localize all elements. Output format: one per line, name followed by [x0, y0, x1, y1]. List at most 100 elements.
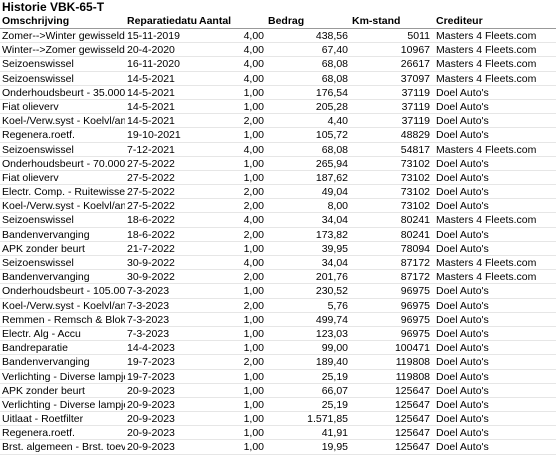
cell: Doel Auto's — [436, 313, 489, 326]
cell: 5011 — [407, 30, 430, 42]
cell: Onderhoudsbeurt - 105.000 Km — [2, 285, 125, 298]
cell: Doel Auto's — [436, 413, 489, 426]
cell: Doel Auto's — [436, 356, 489, 369]
cell: 1,00 — [243, 413, 264, 426]
cell: Winter-->Zomer gewisseld — [2, 44, 125, 57]
table-row: Uitlaat - Roetfilter 20-9-2023 1,00 1.571,8… — [0, 412, 556, 427]
cell: 48829 — [400, 129, 430, 142]
cell: Koel-/Verw.syst - Koelvl/antivrie — [2, 299, 125, 312]
table-row: Koel-/Verw.syst - Koelvl/antivrie14-5-20… — [0, 114, 556, 129]
cell: 2,00 — [243, 299, 264, 312]
cell: 1,00 — [243, 171, 264, 184]
cell: 14-5-2021 — [127, 72, 175, 85]
title: Historie VBK-65-T — [2, 0, 105, 14]
cell: 125647 — [394, 427, 430, 440]
cell: 119808 — [395, 370, 430, 383]
cell: Seizoenswissel — [2, 72, 74, 85]
cell: 14-5-2021 — [127, 86, 175, 99]
table-row: Koel-/Verw.syst - Koelvl/antivrie27-5-20… — [0, 199, 556, 214]
cell: Doel Auto's — [436, 285, 489, 298]
cell: 78094 — [400, 242, 430, 255]
cell: 20-9-2023 — [127, 398, 175, 411]
table-row: Koel-/Verw.syst - Koelvl/antivrie7-3-202… — [0, 299, 556, 313]
table-row: Seizoenswissel 18-6-2022 4,00 34,04 80241 Mas… — [0, 213, 556, 228]
cell: 4,00 — [243, 214, 264, 227]
cell: 125647 — [394, 398, 430, 411]
table-row: Electr. Comp. - Ruitewisserblad27-5-2022… — [0, 185, 556, 200]
cell: 205,28 — [315, 100, 348, 113]
cell: Regenera.roetf. — [2, 427, 75, 440]
cell: Masters 4 Fleets.com — [436, 257, 537, 269]
cell: Masters 4 Fleets.com — [436, 271, 537, 284]
cell: 10967 — [400, 44, 430, 57]
cell: Doel Auto's — [436, 427, 489, 440]
cell: 96975 — [400, 285, 430, 298]
cell: Koel-/Verw.syst - Koelvl/antivrie — [2, 115, 125, 128]
cell: 18-6-2022 — [127, 228, 175, 241]
header-cell: Km-stand — [352, 15, 401, 27]
header-cell: Reparatiedatum — [127, 15, 197, 27]
cell: APK zonder beurt — [2, 242, 85, 255]
cell: 34,04 — [321, 257, 348, 269]
cell: Masters 4 Fleets.com — [436, 44, 537, 57]
cell: 73102 — [400, 186, 430, 199]
cell: Seizoenswissel — [2, 257, 74, 269]
cell: 7-3-2023 — [127, 313, 170, 326]
cell: 8,00 — [327, 200, 348, 213]
cell: 7-3-2023 — [127, 327, 170, 340]
cell: Bandenvervanging — [2, 271, 90, 284]
header-cell: Aantal — [199, 15, 232, 27]
cell: Seizoenswissel — [2, 143, 74, 156]
cell: 4,00 — [243, 72, 264, 85]
cell: 96975 — [400, 313, 430, 326]
cell: 100471 — [394, 342, 430, 355]
cell: 2,00 — [243, 115, 264, 128]
table-row: Onderhoudsbeurt - 105.000 Km7-3-2023 1,00… — [0, 284, 556, 299]
cell: 1,00 — [243, 327, 264, 340]
cell: 54817 — [400, 143, 430, 156]
table-row: Seizoenswissel 7-12-2021 4,00 68,08 54817 Mas… — [0, 143, 556, 157]
cell: Bandenvervanging — [2, 228, 90, 241]
table-row: Verlichting - Diverse lampjes 20-9-2023 1,… — [0, 398, 556, 413]
cell: 1,00 — [243, 427, 264, 440]
table-row: Fiat olieverv 14-5-2021 1,00 205,28 37119 Doe… — [0, 100, 556, 115]
cell: Doel Auto's — [436, 200, 489, 213]
cell: 4,00 — [243, 30, 264, 42]
cell: Koel-/Verw.syst - Koelvl/antivrie — [2, 200, 125, 213]
cell: Doel Auto's — [436, 342, 489, 355]
cell: Seizoenswissel — [2, 58, 74, 71]
cell: Doel Auto's — [436, 242, 489, 255]
cell: 19,95 — [321, 441, 348, 454]
cell: 14-5-2021 — [127, 115, 175, 128]
cell: Fiat olieverv — [2, 100, 59, 113]
cell: 27-5-2022 — [127, 200, 175, 213]
cell: 2,00 — [243, 186, 264, 199]
cell: Doel Auto's — [436, 441, 489, 454]
cell: 125647 — [394, 441, 430, 454]
cell: Onderhoudsbeurt - 70.000 Km — [2, 157, 125, 170]
cell: 125647 — [394, 413, 430, 426]
cell: 1,00 — [243, 285, 264, 298]
table-row: Seizoenswissel 16-11-2020 4,00 68,08 26617 Ma… — [0, 57, 556, 72]
cell: Fiat olieverv — [2, 171, 59, 184]
cell: Doel Auto's — [436, 398, 489, 411]
cell: 80241 — [400, 214, 430, 227]
table-row: Winter-->Zomer gewisseld 20-4-2020 4,00 67,… — [0, 43, 556, 58]
cell: 27-5-2022 — [127, 171, 175, 184]
cell: APK zonder beurt — [2, 384, 85, 397]
cell: 68,08 — [321, 72, 348, 85]
cell: Doel Auto's — [436, 129, 489, 142]
cell: 1,00 — [243, 242, 264, 255]
cell: 73102 — [400, 200, 430, 213]
header-cell: Omschrijving — [2, 15, 70, 27]
table-row: Regenera.roetf. 19-10-2021 1,00 105,72 48829… — [0, 128, 556, 143]
table-row: Bandenvervanging 30-9-2022 2,00 201,76 87172… — [0, 270, 556, 285]
cell: 173,82 — [315, 228, 348, 241]
cell: 1,00 — [243, 313, 264, 326]
cell: 19-7-2023 — [127, 370, 175, 383]
cell: 1,00 — [243, 441, 264, 454]
cell: Regenera.roetf. — [2, 129, 75, 142]
table-row: APK zonder beurt 21-7-2022 1,00 39,95 78094 D… — [0, 242, 556, 256]
cell: 2,00 — [243, 356, 264, 369]
cell: 16-11-2020 — [127, 58, 180, 71]
